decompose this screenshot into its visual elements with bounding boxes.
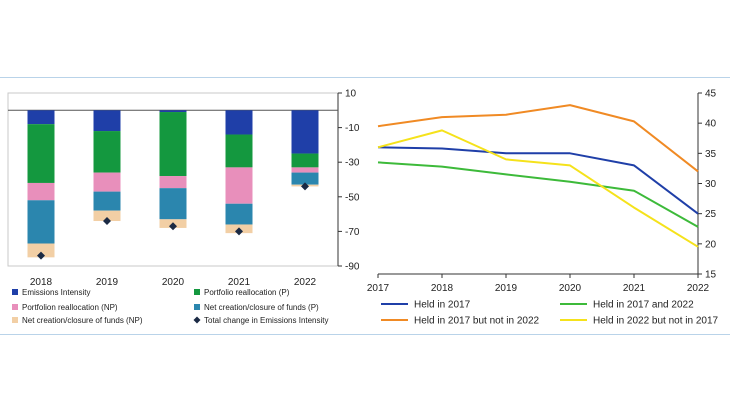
legend-label-net-creation-closure-of-funds-p: Net creation/closure of funds (P) xyxy=(204,303,319,312)
bar-y-tick-label: -30 xyxy=(345,158,360,169)
line-x-tick-label: 2018 xyxy=(431,283,454,294)
bar-segment-portfolio-reallocation-p-2020 xyxy=(159,112,187,177)
line-y-tick-label: 40 xyxy=(705,119,717,130)
bar-x-tick-label: 2021 xyxy=(228,277,251,288)
legend-label-held-in-2022-but-not-in-2017: Held in 2022 but not in 2017 xyxy=(593,316,719,327)
bar-x-tick-label: 2020 xyxy=(162,277,185,288)
bar-segment-portfolion-reallocation-np-2021 xyxy=(225,167,253,204)
bar-segment-emissions-intensity-2021 xyxy=(225,110,253,135)
bar-segment-portfolio-reallocation-p-2018 xyxy=(27,124,55,183)
series-line-held-in-2017-and-2022 xyxy=(377,161,699,228)
bar-y-tick-label: -90 xyxy=(345,262,360,273)
bar-y-tick-label: -70 xyxy=(345,227,360,238)
line-y-tick-label: 20 xyxy=(705,239,717,250)
bar-segment-portfolion-reallocation-np-2020 xyxy=(159,176,187,189)
legend-label-portfolio-reallocation-p: Portfolio reallocation (P) xyxy=(204,288,290,297)
legend-swatch-portfolio-reallocation-p xyxy=(194,289,200,295)
bar-segment-net-creation-closure-of-funds-p-2020 xyxy=(159,188,187,220)
bar-segment-emissions-intensity-2018 xyxy=(27,110,55,125)
legend-label-held-in-2017-and-2022: Held in 2017 and 2022 xyxy=(593,300,694,311)
legend-label-portfolion-reallocation-np: Portfolion reallocation (NP) xyxy=(22,303,118,312)
top-divider xyxy=(0,77,730,78)
legend-label-emissions-intensity: Emissions Intensity xyxy=(22,288,90,297)
bar-x-tick-label: 2019 xyxy=(96,277,119,288)
bar-segment-net-creation-closure-of-funds-p-2018 xyxy=(27,200,55,244)
bar-segment-portfolio-reallocation-p-2022 xyxy=(291,153,319,168)
line-y-tick-label: 45 xyxy=(705,89,717,100)
bar-segment-net-creation-closure-of-funds-p-2022 xyxy=(291,172,319,185)
series-line-held-in-2017-but-not-in-2022 xyxy=(377,104,699,173)
line-x-tick-label: 2019 xyxy=(495,283,518,294)
bar-y-tick-label: 10 xyxy=(345,89,357,100)
bar-segment-net-creation-closure-of-funds-p-2021 xyxy=(225,203,253,225)
bar-segment-net-creation-closure-of-funds-np-2019 xyxy=(93,210,121,222)
line-y-tick-label: 25 xyxy=(705,209,717,220)
line-y-tick-label: 15 xyxy=(705,270,717,281)
bar-segment-net-creation-closure-of-funds-p-2019 xyxy=(93,191,121,211)
legend-swatch-net-creation-closure-of-funds-np xyxy=(12,317,18,323)
bar-segment-emissions-intensity-2020 xyxy=(159,110,187,113)
bar-segment-portfolio-reallocation-p-2021 xyxy=(225,134,253,168)
legend-swatch-emissions-intensity xyxy=(12,289,18,295)
bar-segment-portfolion-reallocation-np-2022 xyxy=(291,167,319,173)
line-x-tick-label: 2020 xyxy=(559,283,582,294)
bar-x-tick-label: 2022 xyxy=(294,277,317,288)
series-line-held-in-2017 xyxy=(377,146,699,215)
bar-segment-emissions-intensity-2022 xyxy=(291,110,319,154)
legend-swatch-net-creation-closure-of-funds-p xyxy=(194,304,200,310)
bar-segment-portfolio-reallocation-p-2019 xyxy=(93,131,121,173)
bar-y-tick-label: -50 xyxy=(345,192,360,203)
legend-label-net-creation-closure-of-funds-np: Net creation/closure of funds (NP) xyxy=(22,316,143,325)
legend-swatch-portfolion-reallocation-np xyxy=(12,304,18,310)
legend-swatch-total-change-in-emissions-intensity xyxy=(193,316,201,324)
bar-y-tick-label: -10 xyxy=(345,123,360,134)
line-x-tick-label: 2017 xyxy=(367,283,390,294)
series-line-held-in-2022-but-not-in-2017 xyxy=(377,129,699,248)
legend-label-held-in-2017-but-not-in-2022: Held in 2017 but not in 2022 xyxy=(414,316,540,327)
bar-segment-portfolion-reallocation-np-2019 xyxy=(93,172,121,192)
bar-x-tick-label: 2018 xyxy=(30,277,53,288)
line-x-tick-label: 2022 xyxy=(687,283,710,294)
legend-label-held-in-2017: Held in 2017 xyxy=(414,300,471,311)
total-marker-2019 xyxy=(103,217,111,226)
line-x-tick-label: 2021 xyxy=(623,283,646,294)
line-chart: 15 20 25 30 35 40 45 2017 2018 2019 2020 2021 2022 He… xyxy=(367,89,719,327)
total-marker-2022 xyxy=(301,182,309,191)
bar-segment-emissions-intensity-2019 xyxy=(93,110,121,132)
bar-segment-net-creation-closure-of-funds-np-2018 xyxy=(27,243,55,258)
bar-segment-portfolion-reallocation-np-2018 xyxy=(27,182,55,201)
total-marker-2021 xyxy=(235,227,243,236)
bottom-divider xyxy=(0,334,730,335)
bar-chart: 10 -10 -30 -50 -70 -90 2018 2019 2020 2021 2022 Emi… xyxy=(7,89,360,325)
legend-label-total-change-in-emissions-intensity: Total change in Emissions Intensity xyxy=(204,316,329,325)
line-y-tick-label: 35 xyxy=(705,149,717,160)
total-marker-2020 xyxy=(169,222,177,231)
line-y-tick-label: 30 xyxy=(705,179,717,190)
total-marker-2018 xyxy=(37,251,45,260)
